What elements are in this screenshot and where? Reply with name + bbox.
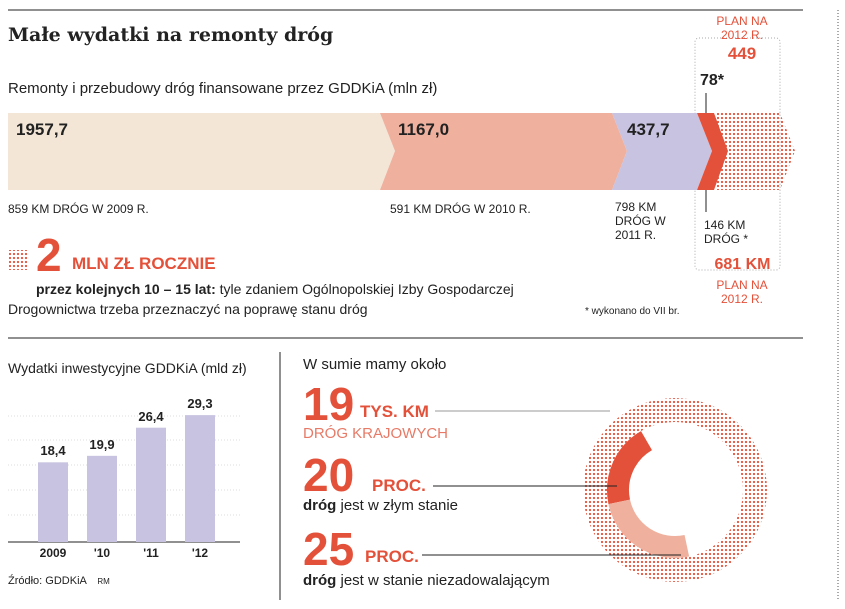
x-tick-label: 2009 — [39, 546, 67, 560]
bar-'10 — [87, 455, 117, 542]
plan-2012-segment — [715, 113, 795, 190]
plan-km: 681 KM — [714, 256, 771, 273]
highlight-unit: MLN ZŁ ROCZNIE — [72, 254, 216, 273]
source-text: Źródło: GDDKiA — [8, 575, 87, 587]
bar-value-label: 19,9 — [89, 436, 115, 452]
value-2009: 1957,7 — [16, 120, 68, 139]
roads-text: DRÓG KRAJOWYCH — [303, 425, 449, 442]
highlight-body: tyle zdaniem Ogólnopolskiej Izby Gospoda… — [8, 281, 514, 317]
poor-text-bold: dróg — [303, 572, 337, 589]
label-2010: 591 KM DRÓG W 2010 R. — [390, 202, 531, 216]
summary-intro: W sumie mamy około — [303, 356, 447, 373]
roads-unit: TYS. KM — [360, 402, 429, 421]
segment-2011 — [612, 113, 712, 190]
author: RM — [97, 577, 110, 586]
bar-2009 — [38, 462, 68, 542]
label-2012: 146 KM DRÓG * — [704, 218, 749, 246]
value-2012: 78* — [700, 72, 725, 89]
bar-value-label: 26,4 — [138, 408, 164, 424]
bar-'11 — [136, 427, 166, 542]
bad-unit: PROC. — [372, 476, 426, 495]
bar-'12 — [185, 415, 215, 542]
ring-bad-segment — [607, 431, 653, 505]
label-2011: 798 KM DRÓG W 2011 R. — [615, 200, 666, 242]
highlight-number: 2 — [36, 229, 62, 281]
bar-value-label: 29,3 — [187, 396, 213, 412]
bad-number: 20 — [303, 449, 355, 501]
x-tick-label: '11 — [143, 546, 159, 560]
plan-km-label: PLAN NA 2012 R. — [716, 278, 768, 306]
poor-number: 25 — [303, 523, 355, 575]
poor-text: dróg jest w stanie niezadowalającym — [303, 572, 550, 589]
top-subtitle: Remonty i przebudowy dróg finansowane pr… — [8, 80, 438, 97]
highlight-bold: przez kolejnych 10 – 15 lat: — [36, 281, 216, 297]
label-2009: 859 KM DRÓG W 2009 R. — [8, 202, 149, 216]
page-title: Małe wydatki na remonty dróg — [8, 24, 334, 46]
segment-2012 — [697, 113, 728, 190]
bar-chart — [8, 415, 240, 543]
roads-number: 19 — [303, 378, 355, 430]
bad-text-bold: dróg — [303, 497, 337, 514]
ring-chart — [607, 431, 690, 558]
bad-text-body: jest w złym stanie — [336, 497, 459, 514]
segment-2010 — [380, 113, 627, 190]
plan-value-label: PLAN NA 2012 R. — [716, 14, 768, 42]
plan-value: 449 — [727, 44, 757, 63]
poor-text-body: jest w stanie niezadowalającym — [336, 572, 550, 589]
segment-2009 — [8, 113, 395, 190]
x-tick-label: '10 — [93, 546, 111, 560]
bad-text: dróg jest w złym stanie — [303, 497, 458, 514]
footnote: * wykonano do VII br. — [585, 306, 680, 317]
highlight-text: przez kolejnych 10 – 15 lat: tyle zdanie… — [8, 279, 578, 319]
value-2011: 437,7 — [627, 120, 670, 139]
value-2010: 1167,0 — [398, 120, 450, 139]
x-tick-label: '12 — [191, 546, 209, 560]
dots-icon — [8, 250, 28, 270]
poor-unit: PROC. — [365, 547, 419, 566]
source: Źródło: GDDKiA RM — [8, 575, 110, 587]
bar-value-label: 18,4 — [40, 443, 66, 459]
ring-poor-segment — [608, 499, 690, 558]
bar-chart-title: Wydatki inwestycyjne GDDKiA (mld zł) — [8, 360, 247, 376]
